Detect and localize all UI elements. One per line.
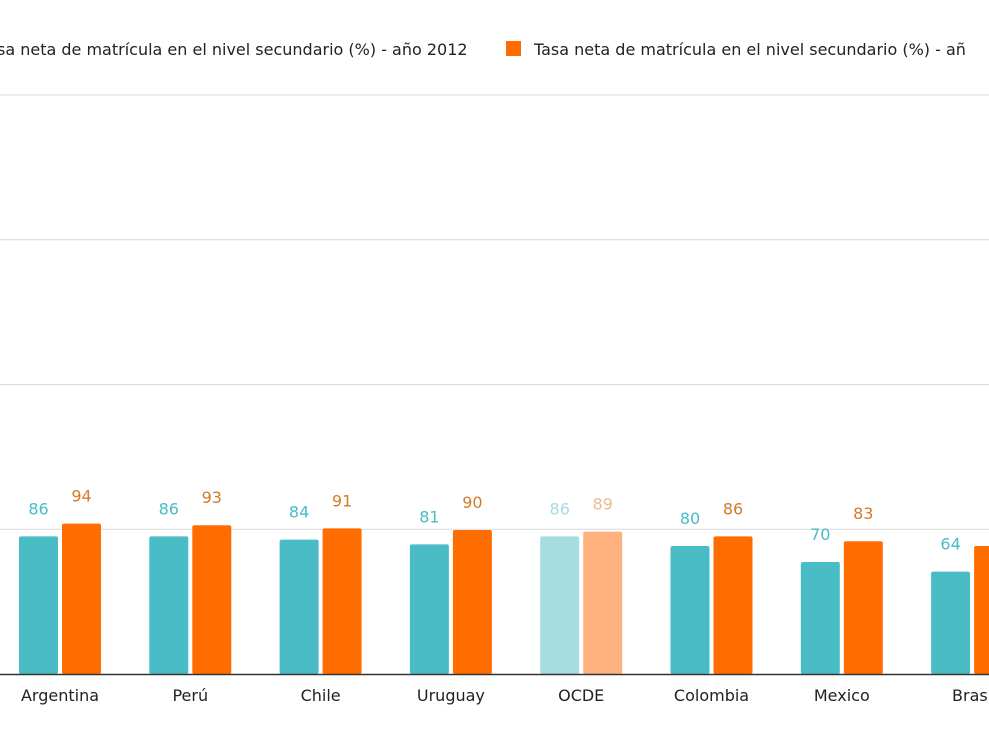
bar-mexico-series-1 — [801, 562, 840, 674]
bar-chile-series-1 — [280, 540, 319, 674]
category-label-chile: Chile — [301, 686, 341, 705]
value-label-uruguay-series-1: 81 — [419, 507, 439, 526]
bar-chile-series-2 — [323, 528, 362, 674]
value-label-peru-series-2: 93 — [202, 488, 222, 507]
legend-label-series-2: Tasa neta de matrícula en el nivel secun… — [533, 40, 966, 59]
legend-swatch-series-2 — [506, 41, 521, 56]
value-label-chile-series-2: 91 — [332, 491, 352, 510]
bars — [19, 524, 989, 674]
bar-argentina-series-2 — [62, 524, 101, 674]
bar-brasil-series-1 — [931, 572, 970, 674]
bar-uruguay-series-2 — [453, 530, 492, 674]
value-label-mexico-series-1: 70 — [810, 525, 830, 544]
value-label-ocde-series-1: 86 — [550, 499, 570, 518]
value-label-argentina-series-1: 86 — [28, 499, 48, 518]
bar-uruguay-series-1 — [410, 544, 449, 674]
gridlines — [0, 95, 989, 529]
category-label-peru: Perú — [172, 686, 208, 705]
value-label-colombia-series-2: 86 — [723, 499, 743, 518]
category-label-argentina: Argentina — [21, 686, 99, 705]
category-label-ocde: OCDE — [558, 686, 604, 705]
value-label-chile-series-1: 84 — [289, 503, 309, 522]
bar-argentina-series-1 — [19, 536, 58, 674]
value-label-uruguay-series-2: 90 — [462, 493, 482, 512]
bar-peru-series-1 — [149, 536, 188, 674]
value-label-argentina-series-2: 94 — [71, 487, 91, 506]
legend: sa neta de matrícula en el nivel secunda… — [0, 40, 966, 59]
category-label-uruguay: Uruguay — [417, 686, 485, 705]
bar-colombia-series-1 — [671, 546, 710, 674]
bar-brasil-series-2 — [974, 546, 989, 674]
category-label-brasil: Brasi — [952, 686, 989, 705]
category-label-colombia: Colombia — [674, 686, 749, 705]
bar-ocde-series-2 — [583, 532, 622, 674]
value-label-peru-series-1: 86 — [159, 499, 179, 518]
value-label-colombia-series-1: 80 — [680, 509, 700, 528]
category-label-mexico: Mexico — [814, 686, 870, 705]
bar-peru-series-2 — [192, 525, 231, 674]
value-label-ocde-series-2: 89 — [593, 495, 613, 514]
x-axis: Argentina Perú Chile Uruguay OCDE Colombia Mex… — [0, 675, 989, 706]
value-label-brasil-series-1: 64 — [940, 535, 960, 554]
bar-ocde-series-1 — [540, 536, 579, 674]
legend-label-series-1: sa neta de matrícula en el nivel secunda… — [0, 40, 468, 59]
bar-colombia-series-2 — [714, 536, 753, 674]
bar-mexico-series-2 — [844, 541, 883, 674]
value-label-mexico-series-2: 83 — [853, 504, 873, 523]
